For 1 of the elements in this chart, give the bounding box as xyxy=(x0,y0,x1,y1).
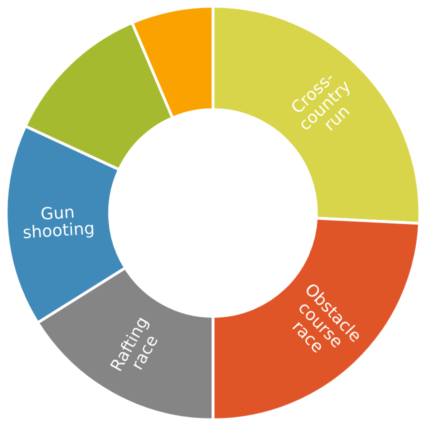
slice-label: Gun shooting xyxy=(23,205,94,242)
